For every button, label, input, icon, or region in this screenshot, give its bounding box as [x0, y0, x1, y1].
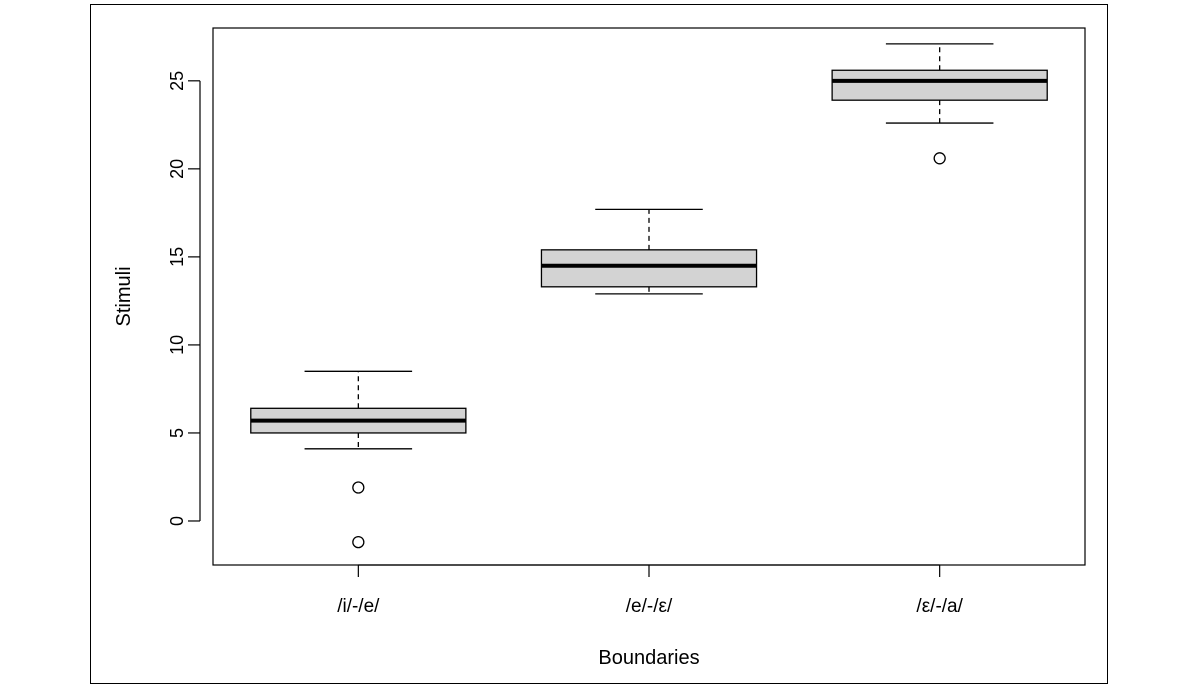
outlier-point [352, 535, 365, 549]
x-axis-label: Boundaries [598, 647, 699, 669]
iqr-box [831, 69, 1048, 101]
x-tick-label: /e/-/ε/ [626, 596, 673, 617]
box-group [250, 370, 467, 549]
y-axis-label: Stimuli [113, 266, 135, 326]
y-tick-label: 15 [167, 247, 187, 267]
iqr-box [540, 249, 758, 288]
x-tick-label: /ε/-/a/ [916, 596, 963, 617]
outlier-point [352, 481, 365, 494]
y-tick-label: 5 [167, 428, 187, 438]
figure-frame [90, 4, 1108, 684]
outlier-point [933, 152, 946, 165]
box-group [831, 43, 1048, 165]
y-tick-label: 10 [167, 335, 187, 355]
x-axis: /i/-/e/ /e/-/ε/ /ε/-/a/ [337, 564, 964, 617]
plot-area [212, 27, 1086, 566]
boxes [250, 43, 1048, 549]
y-tick-label: 25 [167, 71, 187, 91]
y-tick-label: 20 [167, 159, 187, 179]
x-tick-label: /i/-/e/ [337, 596, 380, 617]
box-group [540, 208, 758, 295]
y-tick-label: 0 [167, 516, 187, 526]
y-axis: 0 5 10 15 20 25 [167, 71, 201, 526]
